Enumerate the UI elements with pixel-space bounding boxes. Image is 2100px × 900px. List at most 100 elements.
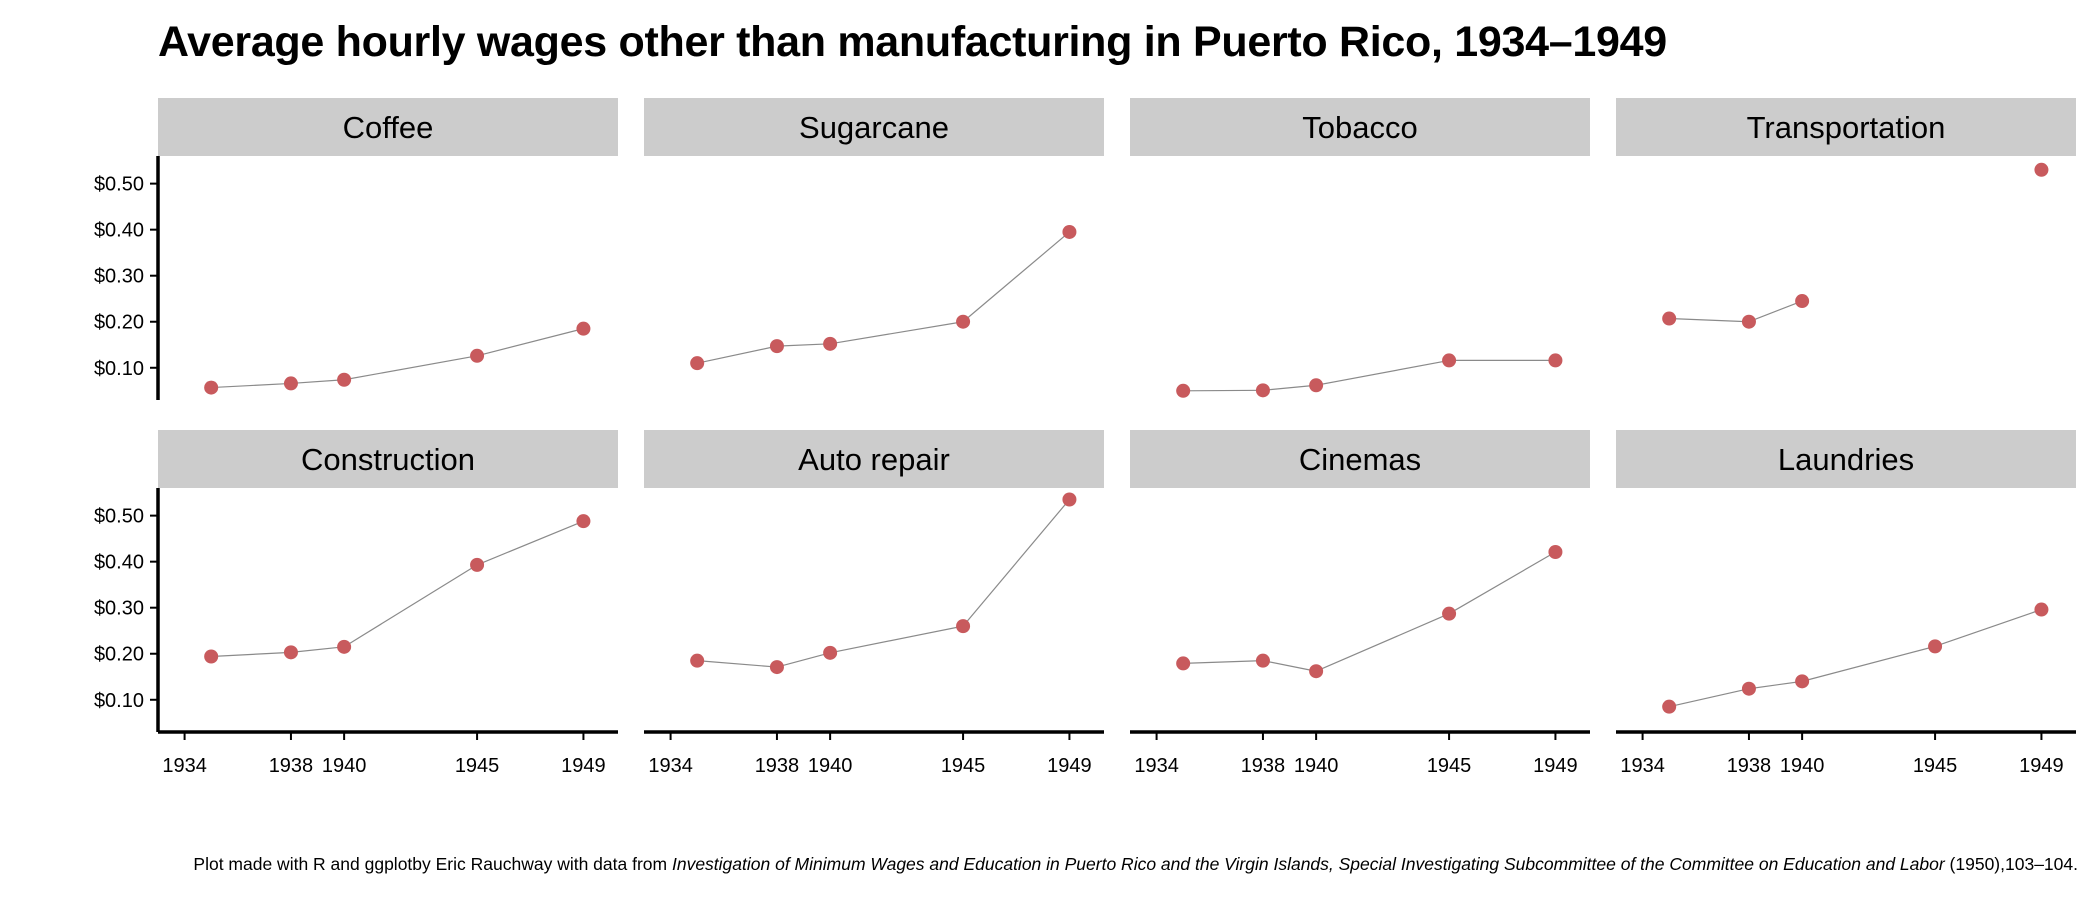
series-line-segment-cinemas <box>1315 613 1450 672</box>
data-point-auto-repair-1935 <box>690 653 705 668</box>
data-point-tobacco-1949 <box>1548 353 1563 368</box>
data-point-coffee-1945 <box>470 348 485 363</box>
x-tick-label: 1945 <box>455 755 500 777</box>
x-tick-label: 1949 <box>2019 755 2064 777</box>
data-point-sugarcane-1935 <box>690 356 705 371</box>
data-point-cinemas-1938 <box>1255 653 1270 668</box>
facet-strip-sugarcane <box>644 98 1104 156</box>
y-tick-label: $0.10 <box>94 690 144 712</box>
data-point-tobacco-1945 <box>1442 353 1457 368</box>
y-tick-label: $0.20 <box>94 312 144 334</box>
x-tick-label: 1938 <box>1727 755 1772 777</box>
data-point-auto-repair-1949 <box>1062 492 1077 507</box>
series-line-segment-construction <box>290 646 345 653</box>
series-line-segment-tobacco <box>1316 359 1450 386</box>
facet-strip-cinemas <box>1130 430 1590 488</box>
y-tick-label: $0.20 <box>94 644 144 666</box>
y-tick-label: $0.50 <box>94 174 144 196</box>
data-point-construction-1940 <box>337 639 352 654</box>
x-tick-label: 1934 <box>1134 755 1179 777</box>
series-line-segment-construction <box>343 564 478 648</box>
y-tick-label: $0.30 <box>94 598 144 620</box>
x-tick-label: 1938 <box>269 755 314 777</box>
facet-strip-coffee <box>158 98 618 156</box>
x-tick-label: 1949 <box>561 755 606 777</box>
data-point-construction-1945 <box>470 557 485 572</box>
series-line-segment-auto-repair <box>697 660 777 668</box>
x-tick-label: 1945 <box>1913 755 1958 777</box>
caption-suffix: (1950),103–104. <box>1944 854 2078 874</box>
data-point-transportation-1949 <box>2034 162 2049 177</box>
data-point-tobacco-1935 <box>1176 383 1191 398</box>
series-line-segment-construction <box>211 651 291 658</box>
x-tick-label: 1949 <box>1047 755 1092 777</box>
data-point-construction-1935 <box>204 649 219 664</box>
series-line-segment-laundries <box>1669 688 1750 708</box>
series-line-segment-sugarcane <box>697 345 778 364</box>
data-point-laundries-1938 <box>1741 681 1756 696</box>
series-line-segment-auto-repair <box>962 499 1070 627</box>
series-line-segment-sugarcane <box>830 321 964 345</box>
data-point-coffee-1938 <box>283 376 298 391</box>
series-line-segment-coffee <box>476 328 584 357</box>
x-tick-label: 1934 <box>648 755 693 777</box>
series-line-segment-laundries <box>1934 608 2042 647</box>
facet-label-auto-repair: Auto repair <box>798 442 950 477</box>
data-point-transportation-1940 <box>1795 294 1810 309</box>
facet-label-transportation: Transportation <box>1747 110 1946 145</box>
facet-strip-laundries <box>1616 430 2076 488</box>
data-point-laundries-1945 <box>1928 639 1943 654</box>
data-point-auto-repair-1940 <box>823 645 838 660</box>
series-line-segment-coffee <box>290 379 345 385</box>
series-line-segment-cinemas <box>1183 660 1263 665</box>
y-tick-label: $0.10 <box>94 358 144 380</box>
facet-label-tobacco: Tobacco <box>1302 110 1417 145</box>
facet-label-laundries: Laundries <box>1778 442 1914 477</box>
y-tick-label: $0.30 <box>94 266 144 288</box>
x-tick-label: 1940 <box>808 755 853 777</box>
data-point-sugarcane-1945 <box>956 314 971 329</box>
facet-label-construction: Construction <box>301 442 475 477</box>
caption-source: Investigation of Minimum Wages and Educa… <box>671 854 1945 874</box>
data-point-sugarcane-1940 <box>823 336 838 351</box>
series-line-segment-tobacco <box>1262 384 1317 391</box>
data-point-tobacco-1938 <box>1255 383 1270 398</box>
data-point-cinemas-1945 <box>1442 606 1457 621</box>
caption-prefix: Plot made with R and ggplotby Eric Rauch… <box>193 854 672 874</box>
data-point-laundries-1940 <box>1795 674 1810 689</box>
series-line-segment-laundries <box>1801 645 1936 682</box>
series-line-segment-coffee <box>344 355 478 381</box>
data-point-auto-repair-1938 <box>769 660 784 675</box>
data-point-coffee-1935 <box>204 380 219 395</box>
data-point-transportation-1935 <box>1662 311 1677 326</box>
x-tick-label: 1934 <box>1620 755 1665 777</box>
series-line-segment-construction <box>476 520 584 566</box>
facet-label-cinemas: Cinemas <box>1299 442 1421 477</box>
data-point-tobacco-1940 <box>1309 378 1324 393</box>
data-point-sugarcane-1949 <box>1062 224 1077 239</box>
series-line-segment-laundries <box>1748 680 1803 690</box>
series-line-segment-sugarcane <box>962 231 1070 323</box>
series-line-segment-transportation <box>1748 300 1803 323</box>
data-point-sugarcane-1938 <box>769 339 784 354</box>
facet-strip-transportation <box>1616 98 2076 156</box>
x-tick-label: 1940 <box>322 755 367 777</box>
data-point-transportation-1938 <box>1741 314 1756 329</box>
facet-label-sugarcane: Sugarcane <box>799 110 949 145</box>
data-point-laundries-1935 <box>1662 699 1677 714</box>
x-tick-label: 1945 <box>1427 755 1472 777</box>
data-point-cinemas-1949 <box>1548 544 1563 559</box>
x-tick-label: 1940 <box>1780 755 1825 777</box>
x-tick-label: 1949 <box>1533 755 1578 777</box>
x-tick-label: 1938 <box>1241 755 1286 777</box>
data-point-cinemas-1940 <box>1309 664 1324 679</box>
chart-title: Average hourly wages other than manufact… <box>158 18 1667 66</box>
facet-label-coffee: Coffee <box>343 110 434 145</box>
series-line-segment-transportation <box>1669 317 1749 323</box>
series-line-segment-cinemas <box>1448 551 1556 615</box>
data-point-cinemas-1935 <box>1176 656 1191 671</box>
series-line-segment-cinemas <box>1262 660 1317 672</box>
y-tick-label: $0.40 <box>94 552 144 574</box>
data-point-laundries-1949 <box>2034 602 2049 617</box>
